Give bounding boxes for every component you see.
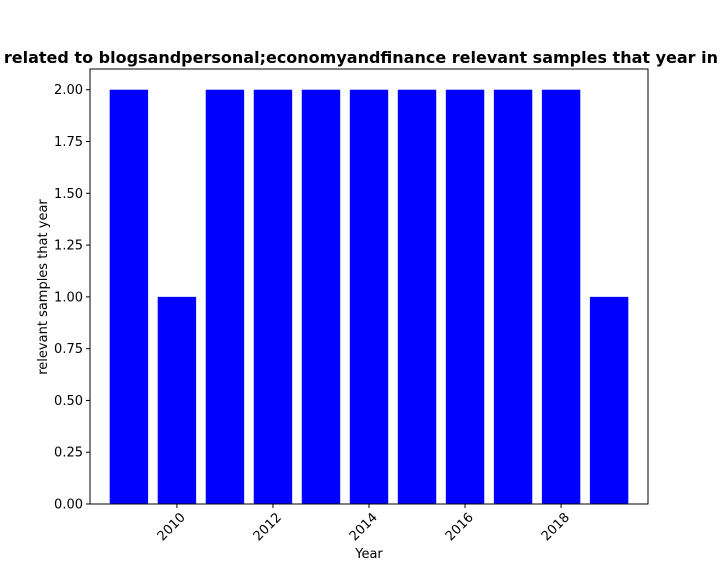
bar-2009 <box>109 89 149 504</box>
bar-2016 <box>445 89 485 504</box>
y-tick-label: 1.75 <box>54 135 83 150</box>
bar-2012 <box>253 89 293 504</box>
x-tick-label: 2018 <box>539 510 573 544</box>
y-axis: 0.00 0.25 0.50 0.75 1.00 1.25 1.50 1.75 2.00 <box>54 83 90 513</box>
bar-2017 <box>493 89 533 504</box>
y-tick-label: 1.50 <box>54 187 83 202</box>
x-axis-label: Year <box>354 547 383 562</box>
y-tick-label: 2.00 <box>54 83 83 98</box>
bar-2013 <box>301 89 341 504</box>
bar-2019 <box>589 296 629 504</box>
bar-2018 <box>541 89 581 504</box>
bar-2015 <box>397 89 437 504</box>
bar-2011 <box>205 89 245 504</box>
x-tick-label: 2014 <box>347 510 381 544</box>
bar-2010 <box>157 296 197 504</box>
x-tick-label: 2012 <box>251 510 285 544</box>
y-tick-label: 0.75 <box>54 342 83 357</box>
bar-2014 <box>349 89 389 504</box>
x-tick-label: 2016 <box>443 510 477 544</box>
bars-group <box>109 89 629 504</box>
y-tick-label: 1.25 <box>54 239 83 254</box>
y-axis-label: relevant samples that year <box>36 199 51 375</box>
y-tick-label: 0.50 <box>54 394 83 409</box>
y-tick-label: 0.25 <box>54 446 83 461</box>
x-tick-label: 2010 <box>155 510 189 544</box>
x-axis: 2010 2012 2014 2016 2018 <box>155 504 573 544</box>
y-tick-label: 1.00 <box>54 290 83 305</box>
chart-title: s related to blogsandpersonal;economyand… <box>0 48 720 67</box>
y-tick-label: 0.00 <box>54 498 83 513</box>
